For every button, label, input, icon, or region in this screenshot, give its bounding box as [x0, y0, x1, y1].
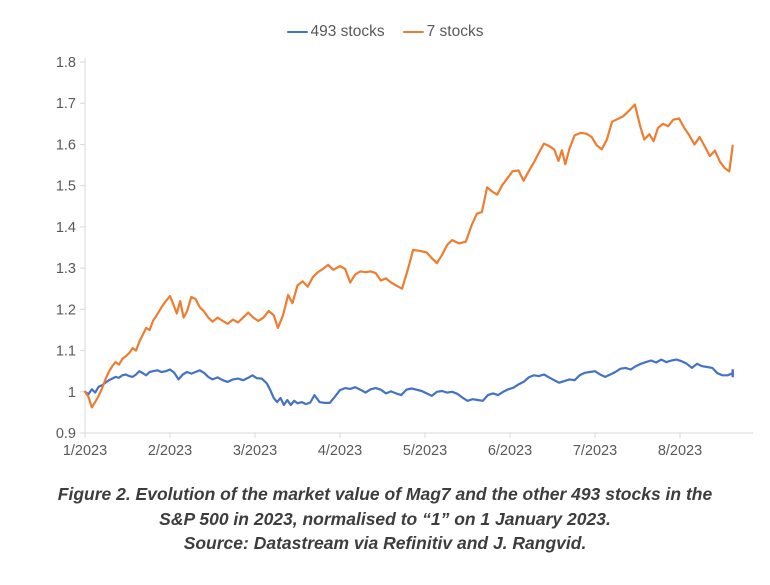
legend-item-493-stocks: 493 stocks — [286, 23, 385, 41]
y-tick-label: 1.3 — [56, 261, 76, 277]
x-tick-label: 5/2023 — [403, 443, 447, 459]
y-tick-label: 1.8 — [56, 55, 76, 71]
y-tick-label: 1.5 — [56, 179, 76, 195]
y-tick-label: 1.7 — [56, 96, 76, 112]
line-chart: 0.9 1 1.1 1.2 1.3 1.4 1.5 1.6 1.7 1.8 1/2023 2/2023… — [56, 55, 753, 459]
legend-swatch-7-stocks-icon — [402, 30, 424, 34]
y-tick-label: 1.6 — [56, 137, 76, 153]
legend-item-7-stocks: 7 stocks — [402, 23, 484, 41]
y-tick-label: 1.4 — [56, 220, 76, 236]
x-tick-label: 4/2023 — [318, 443, 362, 459]
series-line-7-stocks — [83, 103, 734, 409]
legend-label-7-stocks: 7 stocks — [426, 23, 484, 40]
x-tick-label: 6/2023 — [488, 443, 532, 459]
x-tick-label: 1/2023 — [63, 443, 107, 459]
series-line-493-stocks — [83, 358, 734, 407]
x-tick-label: 8/2023 — [658, 443, 702, 459]
caption-line-1: Figure 2. Evolution of the market value … — [57, 484, 713, 504]
y-tick-label: 1.2 — [56, 302, 76, 318]
y-tick-label: 0.9 — [56, 426, 76, 442]
legend-label-493-stocks: 493 stocks — [310, 23, 385, 40]
caption-line-3: Source: Datastream via Refinitiv and J. … — [183, 533, 587, 553]
x-tick-label: 3/2023 — [233, 443, 277, 459]
caption-line-2: S&P 500 in 2023, normalised to “1” on 1 … — [159, 508, 611, 529]
x-tick-label: 2/2023 — [148, 443, 192, 459]
y-tick-label: 1 — [68, 385, 76, 401]
y-tick-label: 1.1 — [56, 344, 76, 360]
x-tick-label: 7/2023 — [573, 443, 617, 459]
figure-caption: Figure 2. Evolution of the market value … — [0, 482, 770, 556]
legend-swatch-493-stocks-icon — [286, 30, 308, 34]
chart-legend: 493 stocks 7 stocks — [0, 23, 770, 41]
